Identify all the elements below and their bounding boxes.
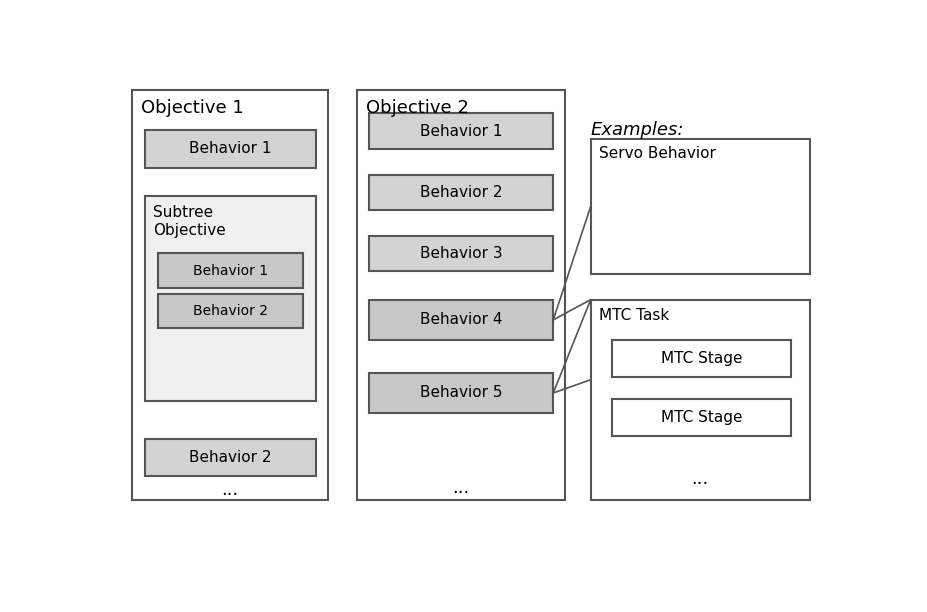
- Bar: [145, 130, 315, 168]
- Bar: [369, 300, 552, 340]
- Bar: [369, 236, 552, 271]
- Text: Objective 1: Objective 1: [141, 99, 244, 118]
- Bar: [612, 340, 790, 378]
- Text: Behavior 5: Behavior 5: [420, 385, 502, 400]
- Bar: [369, 175, 552, 210]
- Bar: [145, 439, 315, 476]
- Bar: [158, 253, 302, 288]
- Bar: [590, 140, 809, 274]
- Text: Behavior 3: Behavior 3: [419, 246, 502, 261]
- Text: Behavior 1: Behavior 1: [420, 124, 502, 139]
- Text: Behavior 4: Behavior 4: [420, 312, 502, 327]
- Bar: [158, 294, 302, 328]
- Bar: [369, 113, 552, 149]
- Text: ...: ...: [691, 469, 708, 488]
- Text: Behavior 2: Behavior 2: [420, 185, 502, 200]
- Text: ...: ...: [221, 482, 238, 499]
- Text: Behavior 1: Behavior 1: [193, 264, 268, 278]
- Bar: [132, 90, 328, 500]
- Text: ...: ...: [452, 479, 469, 497]
- Text: Behavior 2: Behavior 2: [189, 450, 272, 465]
- Bar: [145, 196, 315, 401]
- Text: MTC Stage: MTC Stage: [660, 410, 742, 425]
- Bar: [357, 90, 565, 500]
- Text: MTC Stage: MTC Stage: [660, 351, 742, 366]
- Bar: [612, 398, 790, 436]
- Text: Subtree
Objective: Subtree Objective: [153, 206, 226, 238]
- Text: Examples:: Examples:: [590, 121, 683, 138]
- Text: MTC Task: MTC Task: [599, 308, 669, 323]
- Bar: [369, 373, 552, 412]
- Text: Objective 2: Objective 2: [366, 99, 469, 118]
- Text: Behavior 1: Behavior 1: [189, 141, 272, 156]
- Bar: [590, 300, 809, 500]
- Text: Behavior 2: Behavior 2: [193, 304, 268, 318]
- Text: Servo Behavior: Servo Behavior: [599, 146, 716, 162]
